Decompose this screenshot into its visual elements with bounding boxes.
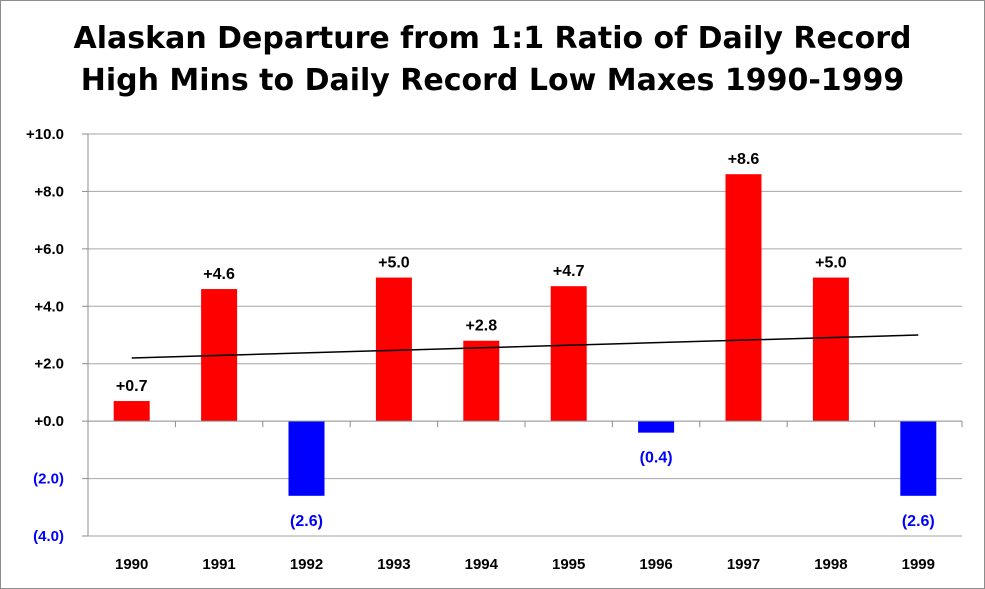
x-tick-label: 1992 [290, 556, 323, 573]
data-label: +8.6 [728, 151, 760, 168]
y-tick-label: +6.0 [34, 241, 64, 258]
data-label: +5.0 [378, 255, 410, 272]
data-label: +0.7 [116, 378, 148, 395]
chart-title-line-2: High Mins to Daily Record Low Maxes 1990… [80, 63, 905, 98]
trendline [131, 334, 919, 359]
y-tick-label: +0.0 [34, 413, 64, 430]
x-tick-label: 1998 [814, 556, 847, 573]
y-tick-label: (2.0) [33, 471, 64, 488]
bar [113, 401, 150, 422]
bar [463, 340, 500, 422]
chart-title-line-1: Alaskan Departure from 1:1 Ratio of Dail… [73, 21, 912, 56]
data-label: +2.8 [466, 318, 498, 335]
data-label: (2.6) [902, 513, 935, 530]
y-tick-label: +8.0 [34, 183, 64, 200]
data-label: (0.4) [640, 450, 673, 467]
bar [725, 174, 762, 422]
y-tick-label: (4.0) [33, 528, 64, 545]
x-tick-label: 1997 [727, 556, 760, 573]
y-tick-label: +4.0 [34, 298, 64, 315]
trendline-layer [131, 334, 919, 359]
data-label: (2.6) [290, 513, 323, 530]
x-tick-label: 1993 [377, 556, 410, 573]
bar [812, 277, 849, 422]
data-label: +4.7 [553, 263, 585, 280]
x-tick-label: 1995 [552, 556, 585, 573]
x-tick-label: 1990 [115, 556, 148, 573]
x-tick-label: 1996 [639, 556, 672, 573]
axes [82, 133, 963, 537]
bars [113, 174, 937, 496]
y-tick-label: +10.0 [26, 126, 64, 143]
bar [288, 421, 325, 496]
bar [900, 421, 937, 496]
bar [638, 421, 675, 433]
x-tick-label: 1999 [902, 556, 935, 573]
bar [550, 286, 587, 422]
y-tick-label: +2.0 [34, 356, 64, 373]
data-label: +4.6 [203, 266, 235, 283]
x-tick-label: 1991 [202, 556, 235, 573]
chart-title: Alaskan Departure from 1:1 Ratio of Dail… [0, 18, 985, 102]
labels: +10.0 +8.0 +6.0 +4.0 +2.0 +0.0 (2.0) (4.0) 1990 1… [26, 126, 935, 573]
data-label: +5.0 [815, 255, 847, 272]
x-tick-label: 1994 [465, 556, 499, 573]
